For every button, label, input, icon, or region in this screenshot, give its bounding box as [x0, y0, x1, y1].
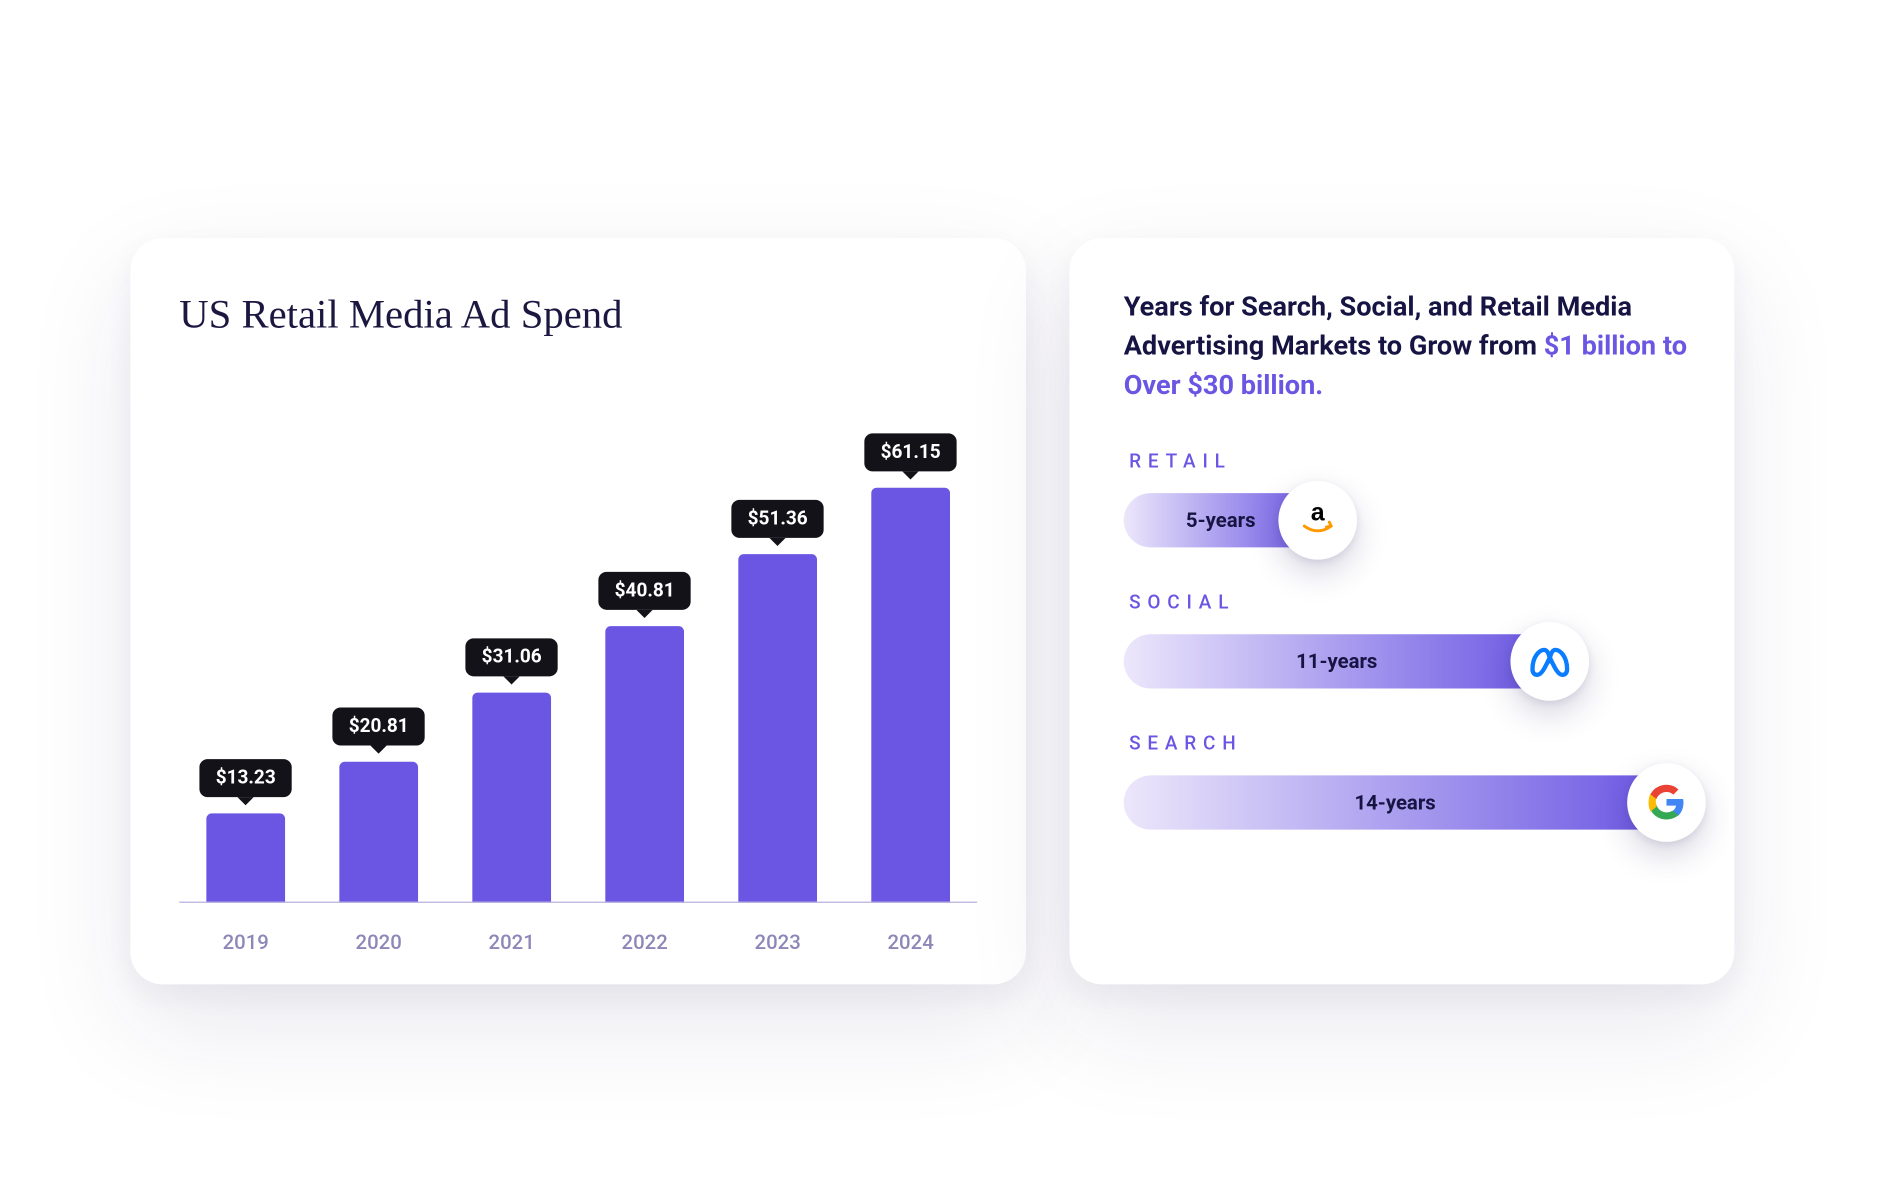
- bar-slot: $20.81: [312, 427, 445, 902]
- bar-slot: $40.81: [578, 427, 711, 902]
- ad-spend-chart-card: US Retail Media Ad Spend $13.23 $20.81 $31…: [130, 238, 1026, 984]
- x-axis-label: 2021: [445, 930, 578, 954]
- row-category-label: SOCIAL: [1129, 592, 1688, 614]
- meta-icon: [1527, 638, 1573, 684]
- growth-track: 11-years: [1124, 634, 1550, 688]
- google-icon: [1646, 782, 1687, 823]
- chart-baseline: [179, 901, 977, 902]
- company-badge: [1510, 622, 1589, 701]
- track-value-label: 11-years: [1296, 649, 1377, 673]
- x-axis-label: 2020: [312, 930, 445, 954]
- bar: $61.15: [871, 488, 950, 903]
- track-container: 14-years: [1124, 768, 1689, 836]
- growth-row: SEARCH 14-years: [1124, 733, 1689, 836]
- x-axis-label: 2024: [844, 930, 977, 954]
- bar: $31.06: [472, 692, 551, 903]
- right-panel-title: Years for Search, Social, and Retail Med…: [1124, 286, 1689, 404]
- bar: $51.36: [738, 554, 817, 902]
- value-bubble: $51.36: [731, 500, 824, 538]
- x-axis-label: 2022: [578, 930, 711, 954]
- chart-title: US Retail Media Ad Spend: [179, 292, 622, 338]
- track-value-label: 5-years: [1186, 508, 1256, 532]
- bar-slot: $13.23: [179, 427, 312, 902]
- row-category-label: RETAIL: [1129, 451, 1688, 473]
- svg-text:a: a: [1311, 498, 1326, 526]
- company-badge: a: [1278, 480, 1357, 559]
- value-bubble: $20.81: [332, 707, 425, 745]
- growth-track: 14-years: [1124, 775, 1667, 829]
- bar-slot: $31.06: [445, 427, 578, 902]
- amazon-icon: a: [1295, 497, 1341, 543]
- value-bubble: $61.15: [864, 433, 957, 471]
- growth-row: SOCIAL 11-years: [1124, 592, 1689, 695]
- value-bubble: $31.06: [465, 637, 558, 675]
- chart-plot-area: $13.23 $20.81 $31.06 $40.81 $51.36 $61.15: [179, 427, 977, 902]
- value-bubble: $40.81: [598, 571, 691, 609]
- track-value-label: 14-years: [1354, 790, 1435, 814]
- bar-slot: $61.15: [844, 427, 977, 902]
- company-badge: [1627, 763, 1706, 842]
- chart-x-axis: 201920202021202220232024: [179, 930, 977, 954]
- bar-slot: $51.36: [711, 427, 844, 902]
- bar-group: $13.23 $20.81 $31.06 $40.81 $51.36 $61.15: [179, 427, 977, 902]
- x-axis-label: 2019: [179, 930, 312, 954]
- growth-rows: RETAIL 5-years a SOCIAL 11-years SEARCH 14-…: [1124, 451, 1689, 836]
- bar: $13.23: [206, 813, 285, 903]
- value-bubble: $13.23: [199, 758, 292, 796]
- track-container: 5-years a: [1124, 486, 1689, 554]
- track-container: 11-years: [1124, 627, 1689, 695]
- row-category-label: SEARCH: [1129, 733, 1688, 755]
- x-axis-label: 2023: [711, 930, 844, 954]
- bar: $20.81: [339, 761, 418, 902]
- growth-years-card: Years for Search, Social, and Retail Med…: [1069, 238, 1734, 984]
- bar: $40.81: [605, 626, 684, 903]
- growth-row: RETAIL 5-years a: [1124, 451, 1689, 554]
